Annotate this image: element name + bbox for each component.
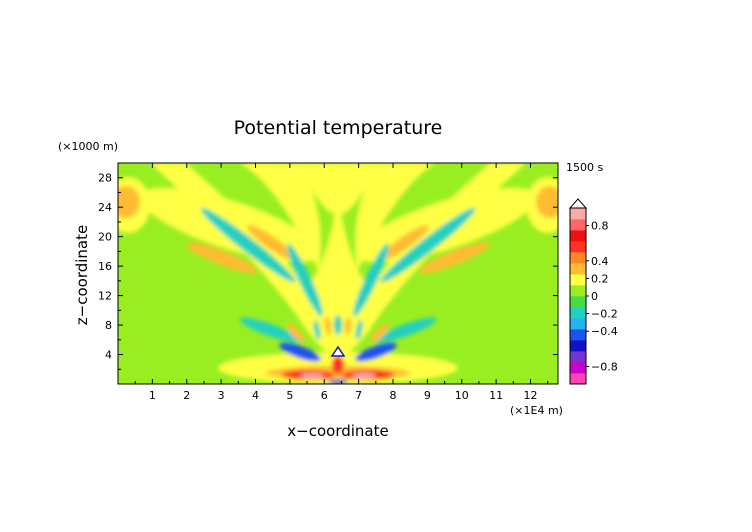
x-tick-label: 11 [489,389,503,402]
colorbar-swatch [570,230,586,242]
y-tick-label: 8 [105,319,112,332]
x-tick-label: 6 [321,389,328,402]
negative-core-right [355,342,397,362]
striation-7 [334,315,342,335]
colorbar-swatch [570,329,586,341]
x-unit-label: (×1E4 m) [510,404,563,417]
negative-band-left-inner [287,243,323,317]
positive-top-arch [300,163,376,215]
positive-arc-left [240,163,321,270]
negative-band-left-outer [200,207,296,283]
negative-low-right [375,317,437,343]
negative-band-right-outer [380,207,476,283]
colorbar-swatch [570,274,586,286]
positive-base-pink-left [300,373,324,379]
colorbar-swatch [570,373,586,385]
y-tick-label: 24 [98,201,112,214]
orange-far-left [118,186,140,218]
x-tick-label: 9 [424,389,431,402]
colorbar-swatch [570,318,586,330]
colorbar-swatch [570,285,586,297]
y-tick-label: 4 [105,349,112,362]
colorbar-label: 0.4 [591,255,609,268]
colorbar-label: 0 [591,290,598,303]
colorbar: 0.8 0.4 0.2 0 −0.2 −0.4 −0.8 [568,198,618,385]
striation-5 [324,317,332,335]
positive-base-pink-right [352,373,376,379]
y-unit-label: (×1000 m) [58,140,118,153]
colorbar-overflow-arrow [568,198,588,209]
colorbar-swatch [570,208,586,220]
x-axis: 1 2 3 4 5 6 7 8 9 10 11 12 [134,163,549,402]
orange-band-upper-left [186,242,258,274]
x-tick-label: 8 [390,389,397,402]
colorbar-swatch [570,252,586,264]
orange-band-mid-left [247,225,297,261]
x-axis-label: x−coordinate [287,422,388,440]
striation-6 [344,317,352,335]
colorbar-swatch [570,263,586,275]
x-tick-label: 7 [355,389,362,402]
striation-1 [287,324,305,342]
orange-band-upper-right [418,242,490,274]
colorbar-swatch [570,241,586,253]
colorbar-label: −0.4 [591,325,618,338]
colorbar-label: −0.2 [591,308,618,321]
striation-4 [355,320,363,340]
negative-core-left [279,342,321,362]
y-tick-label: 28 [98,172,112,185]
colorbar-swatch [570,307,586,319]
y-tick-label: 12 [98,290,112,303]
y-axis: 4 8 12 16 20 24 28 [98,172,558,370]
plot-frame [117,162,559,385]
x-tick-label: 3 [218,389,225,402]
positive-plume [150,163,526,360]
y-axis-label: z−coordinate [73,225,91,325]
negative-band-right-inner [353,243,389,317]
source-peak [330,345,346,357]
negative-low-left [239,317,301,343]
colorbar-label: 0.8 [591,220,609,233]
x-tick-label: 2 [183,389,190,402]
time-label: 1500 s [566,161,603,174]
colorbar-swatch [570,296,586,308]
colorbar-swatch [570,362,586,374]
heatmap-field [118,163,558,384]
orange-far-right [536,186,558,218]
x-tick-label: 5 [286,389,293,402]
striation-2 [371,324,389,342]
y-tick-label: 16 [98,260,112,273]
x-tick-label: 4 [252,389,259,402]
x-tick-label: 1 [149,389,156,402]
colorbar-swatch [570,219,586,231]
positive-arc-right [355,163,436,270]
striation-3 [313,320,321,340]
colorbar-label: −0.8 [591,360,618,373]
colorbar-label: 0.2 [591,272,609,285]
positive-center-red [332,356,344,374]
orange-band-mid-right [379,225,429,261]
colorbar-swatch [570,340,586,352]
x-tick-label: 10 [455,389,469,402]
chart-title: Potential temperature [234,117,443,139]
y-tick-label: 20 [98,231,112,244]
x-tick-label: 12 [524,389,538,402]
colorbar-swatch [570,351,586,363]
